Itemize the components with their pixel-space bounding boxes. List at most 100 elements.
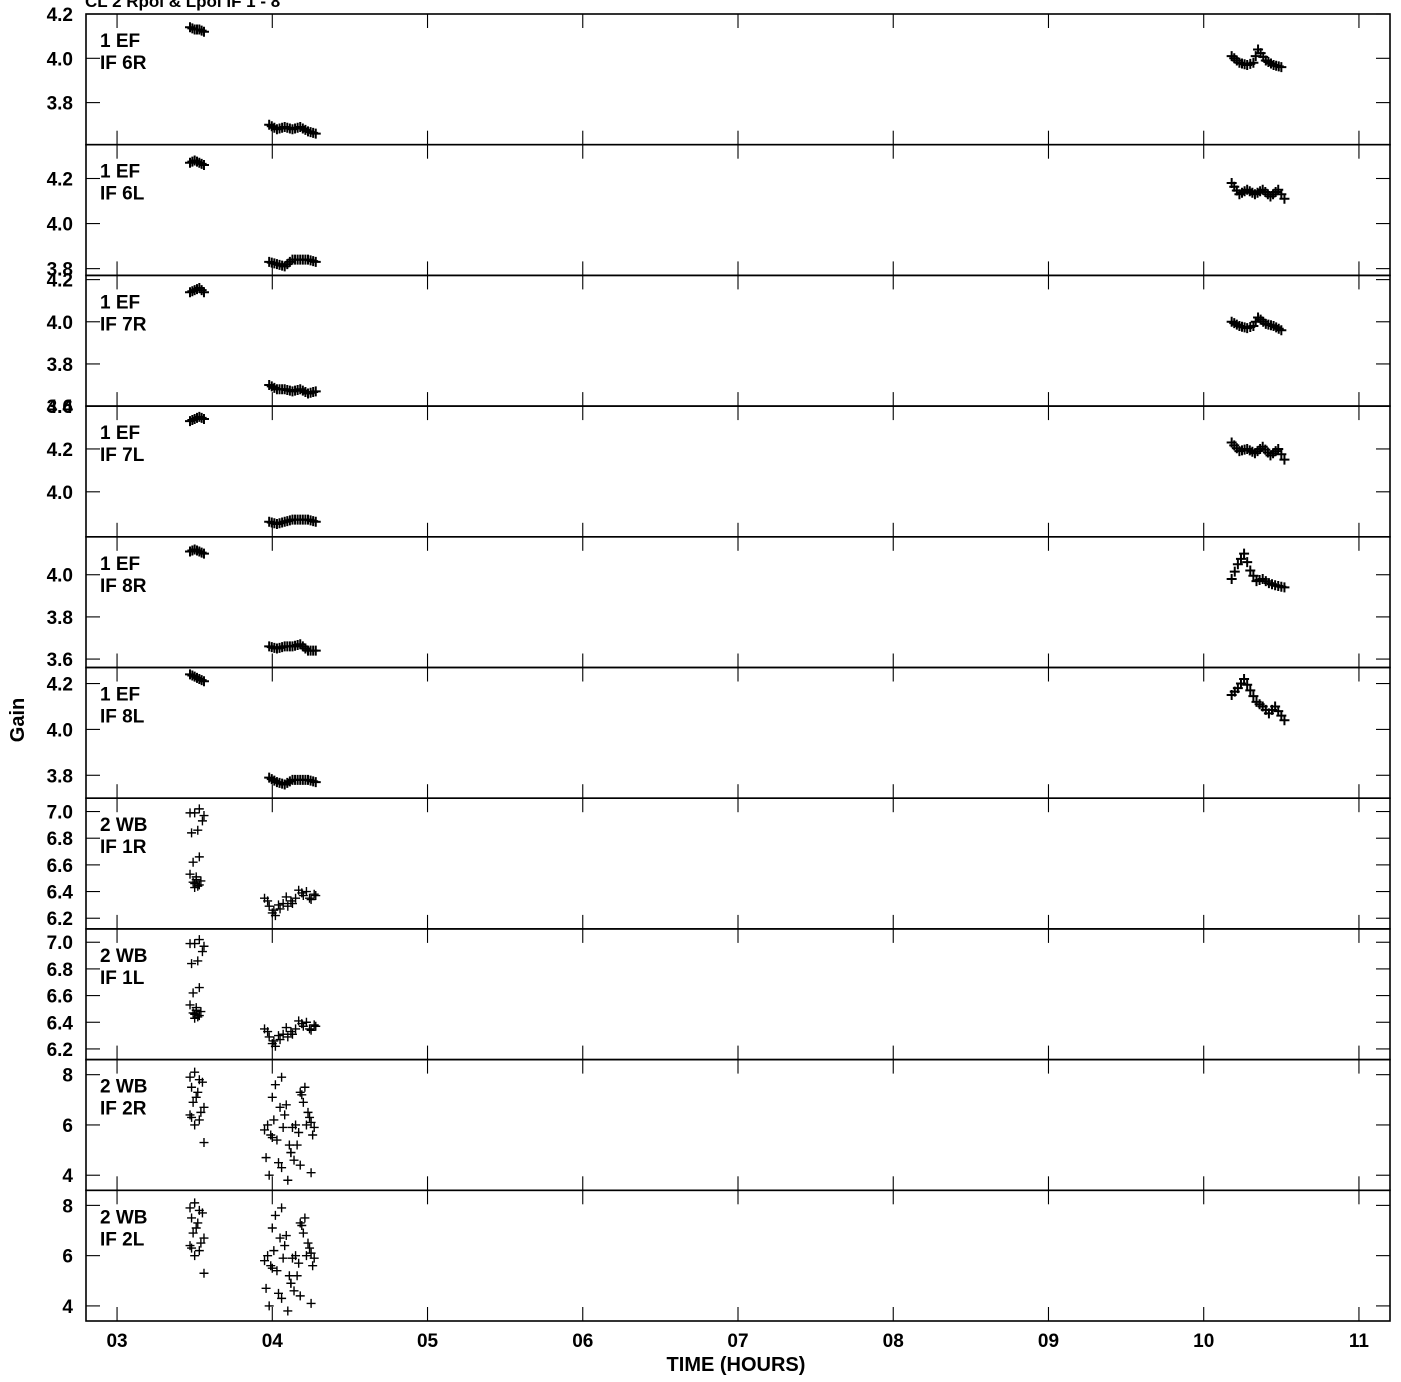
data-point [1242,557,1253,568]
data-point [291,1251,301,1261]
data-point [199,1102,209,1112]
panel-label-line1: 2 WB [100,1077,148,1098]
data-point [187,1082,197,1092]
data-point [194,852,204,862]
data-point [191,875,201,885]
data-point [277,1203,287,1213]
panel-label-line2: IF 2R [100,1099,147,1120]
x-axis: 03 04 05 06 07 08 09 10 11 [106,1331,1369,1352]
data-point [1242,679,1253,690]
data-point [275,1233,285,1243]
data-point [295,1291,305,1301]
panel-label-line1: 2 WB [100,946,148,967]
y-tick-label: 8 [62,1196,73,1217]
x-tick-label: 07 [727,1331,748,1352]
data-point [264,901,274,911]
data-point [284,1271,294,1281]
panel-label-line2: IF 7L [100,445,145,466]
data-point [190,939,200,949]
data-point [1276,449,1287,460]
data-point [310,386,321,397]
data-point [295,1160,305,1170]
data-point [193,956,203,966]
data-point [187,23,198,34]
panel-label-line1: 1 EF [100,554,140,575]
x-tick-label: 09 [1038,1331,1059,1352]
data-point [187,286,198,297]
data-point [305,893,315,903]
panel-data [185,1067,319,1185]
data-point [185,1072,195,1082]
data-point [198,548,209,559]
data-point [300,1213,310,1223]
y-tick-label: 4.0 [47,215,73,236]
y-tick-label: 4.0 [47,720,73,741]
data-point [280,1110,290,1120]
data-point [269,905,279,915]
panel-label-line1: 1 EF [100,292,140,313]
data-point [306,1248,316,1258]
data-point [263,1027,273,1037]
data-point [306,1298,316,1308]
data-point [196,1007,206,1017]
data-point [185,416,196,427]
panel-data [185,22,1287,139]
data-point [188,1097,198,1107]
data-point [191,672,202,683]
y-tick-label: 4.2 [47,5,73,26]
data-point [194,24,205,35]
data-point [301,1017,311,1027]
data-point [1226,573,1237,584]
data-point [197,947,207,957]
data-point [187,1112,197,1122]
data-point [196,1107,206,1117]
data-point [185,22,196,33]
data-point [270,1080,280,1090]
data-point [1239,548,1250,559]
y-tick-label: 6.8 [47,829,73,850]
data-point [189,544,200,555]
panel-label-line2: IF 6R [100,53,147,74]
panel-data [185,155,1290,272]
data-point [264,1170,274,1180]
data-point [301,1251,311,1261]
data-point [193,825,203,835]
panel-data [185,1198,319,1316]
data-point [191,545,202,556]
data-point [260,1256,270,1266]
data-point [295,1087,305,1097]
data-point [194,880,204,890]
data-point [198,26,209,37]
y-tick-label: 4.0 [47,313,73,334]
y-tick-label: 6.6 [47,987,73,1008]
data-point [291,1024,301,1034]
y-tick-label: 6.2 [47,909,73,930]
data-point [196,1238,206,1248]
data-point [267,1133,277,1143]
y-tick-label: 6.2 [47,1040,73,1061]
data-point [311,1021,321,1031]
data-point [185,669,196,680]
data-point [300,1082,310,1092]
data-point [198,676,209,687]
data-point [190,1120,200,1130]
data-point [199,1233,209,1243]
y-tick-label: 4.2 [47,170,73,191]
panel-data [185,283,1287,399]
data-point [196,547,207,558]
plot-title: CL 2 Rpol & Lpol IF 1 - 8 [85,0,280,11]
data-point [194,411,205,422]
data-point [292,1140,302,1150]
data-point [193,1087,203,1097]
data-point [267,1223,277,1233]
data-point [284,1140,294,1150]
data-point [191,284,202,295]
data-point [310,128,321,139]
panel-label-line2: IF 8L [100,707,145,728]
data-point [187,1243,197,1253]
data-point [1245,565,1256,576]
y-tick-label: 7.0 [47,803,73,824]
data-point [303,1238,313,1248]
